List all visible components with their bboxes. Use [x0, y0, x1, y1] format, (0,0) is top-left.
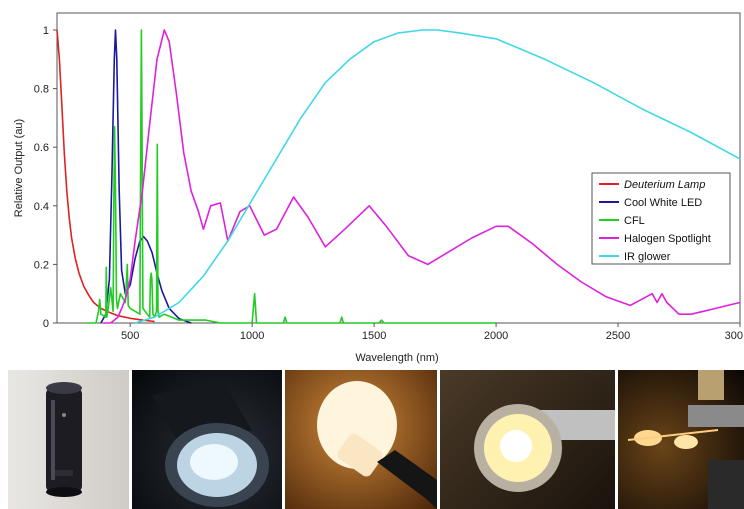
x-axis-label: Wavelength (nm)	[355, 352, 438, 364]
frosted-bulb-icon	[317, 381, 437, 509]
legend-label-ir-glower: IR glower	[624, 251, 671, 263]
x-tick-label: 300	[725, 330, 743, 342]
glowing-filament-icon	[627, 370, 744, 509]
x-tick-label: 2000	[484, 330, 508, 342]
y-tick-label: 0	[43, 318, 49, 330]
legend: Deuterium Lamp Cool White LED CFL Halogen S…	[591, 172, 731, 265]
legend-label-cool-white-led: Cool White LED	[624, 197, 702, 209]
reflector-bulb-icon	[474, 404, 615, 492]
x-tick-label: 1500	[362, 330, 386, 342]
legend-label-deuterium-lamp: Deuterium Lamp	[624, 179, 705, 191]
y-tick-label: 0.8	[34, 84, 49, 96]
ir-glower-photo	[618, 370, 744, 509]
cylinder-lamp-icon	[46, 382, 82, 497]
cfl-bulb-photo	[285, 370, 437, 509]
x-tick-label: 1000	[240, 330, 264, 342]
series-line-cool-white-led	[100, 29, 192, 324]
series-line-halogen-spotlight	[103, 29, 741, 324]
series-line-deuterium-lamp	[56, 29, 155, 323]
legend-box	[591, 172, 731, 265]
series-line-ir-glower	[134, 29, 741, 324]
series-line-cfl	[86, 29, 497, 324]
legend-label-cfl: CFL	[624, 215, 645, 227]
led-spotlight-photo	[132, 370, 282, 509]
y-tick-label: 0.2	[34, 259, 49, 271]
x-tick-label: 500	[121, 330, 139, 342]
photo-strip	[0, 366, 744, 509]
plot-frame	[56, 12, 741, 324]
deuterium-lamp-photo	[8, 370, 129, 509]
y-tick-label: 0.6	[34, 142, 49, 154]
led-fixture-icon	[152, 380, 269, 507]
y-tick-label: 0.4	[34, 201, 49, 213]
halogen-spotlight-photo	[440, 370, 615, 509]
y-axis-label: Relative Output (au)	[13, 119, 25, 217]
x-tick-label: 2500	[606, 330, 630, 342]
series-layer	[56, 29, 741, 324]
legend-label-halogen-spotlight: Halogen Spotlight	[624, 233, 711, 245]
y-tick-label: 1	[43, 25, 49, 37]
